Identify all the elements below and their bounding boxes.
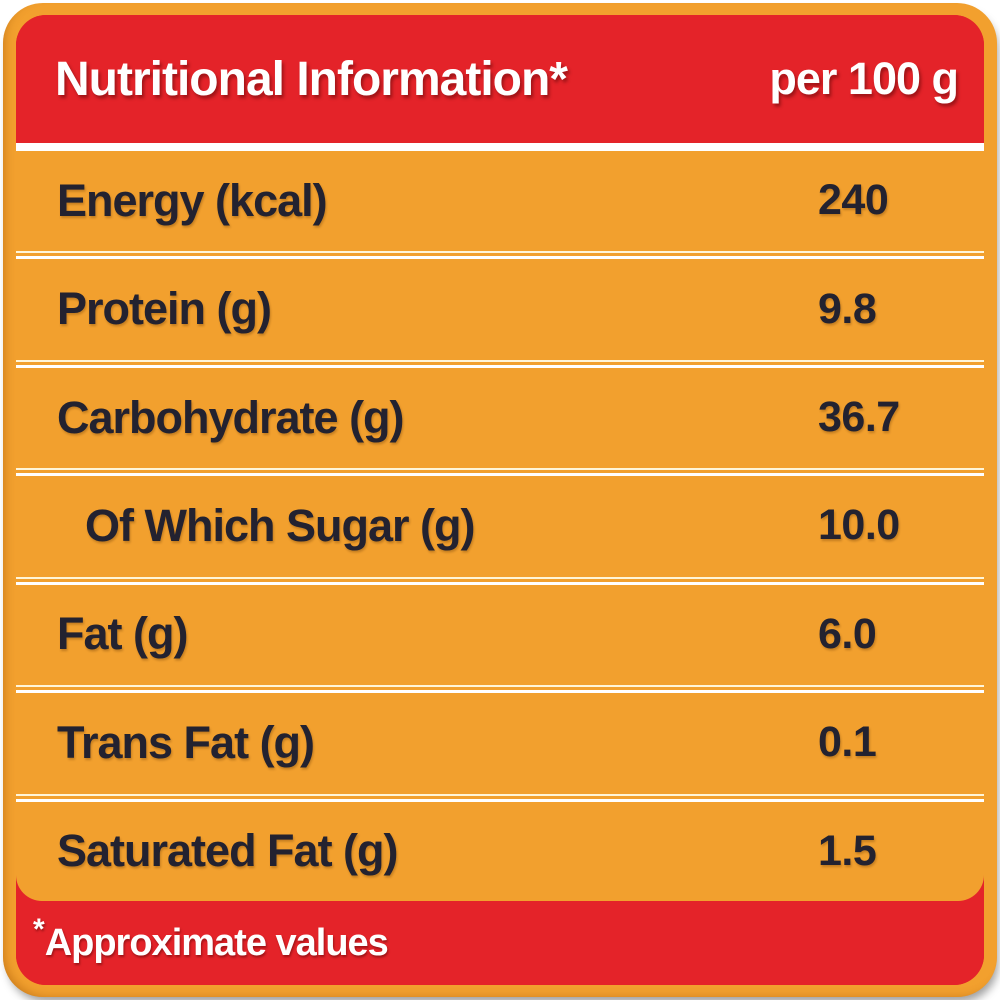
header-title: Nutritional Information* — [55, 52, 568, 106]
nutrient-value: 240 — [818, 176, 889, 225]
row-separator-line — [16, 250, 984, 260]
nutrient-value: 1.5 — [818, 826, 877, 875]
table-row: Carbohydrate (g) 36.7 — [16, 368, 984, 467]
nutrient-value: 0.1 — [818, 718, 877, 767]
nutrient-value: 36.7 — [818, 393, 900, 442]
nutrient-label: Fat (g) — [57, 608, 188, 660]
table-row: Trans Fat (g) 0.1 — [16, 693, 984, 792]
header-per-100g: per 100 g — [769, 53, 959, 104]
row-separator-line — [16, 792, 984, 802]
table-row: Protein (g) 9.8 — [16, 259, 984, 358]
header-divider-line — [16, 143, 984, 151]
nutrient-value: 9.8 — [818, 284, 877, 333]
row-separator-line — [16, 358, 984, 368]
nutrient-label: Energy (kcal) — [57, 174, 328, 226]
nutrient-label: Of Which Sugar (g) — [85, 499, 475, 551]
label-footer: * Approximate values — [16, 901, 984, 985]
row-separator-line — [16, 684, 984, 694]
nutrient-label: Saturated Fat (g) — [57, 825, 399, 877]
row-separator-line — [16, 575, 984, 585]
nutrient-label: Protein (g) — [57, 283, 272, 335]
row-separator-line — [16, 467, 984, 477]
nutrient-value: 10.0 — [818, 501, 900, 550]
nutrient-label: Carbohydrate (g) — [57, 391, 405, 443]
label-inner-panel: Nutritional Information* per 100 g Energ… — [16, 15, 984, 985]
nutrient-label: Trans Fat (g) — [57, 716, 315, 768]
table-row: Of Which Sugar (g) 10.0 — [16, 476, 984, 575]
nutrition-label-card: Nutritional Information* per 100 g Energ… — [3, 3, 997, 997]
footnote-asterisk: * — [33, 913, 45, 946]
table-row: Fat (g) 6.0 — [16, 585, 984, 684]
label-header: Nutritional Information* per 100 g — [16, 15, 984, 143]
nutrient-value: 6.0 — [818, 609, 877, 658]
table-row: Energy (kcal) 240 — [16, 151, 984, 250]
footnote-text: Approximate values — [44, 921, 389, 964]
nutrition-table: Energy (kcal) 240 Protein (g) 9.8 Carboh… — [16, 151, 984, 901]
table-row: Saturated Fat (g) 1.5 — [16, 802, 984, 901]
